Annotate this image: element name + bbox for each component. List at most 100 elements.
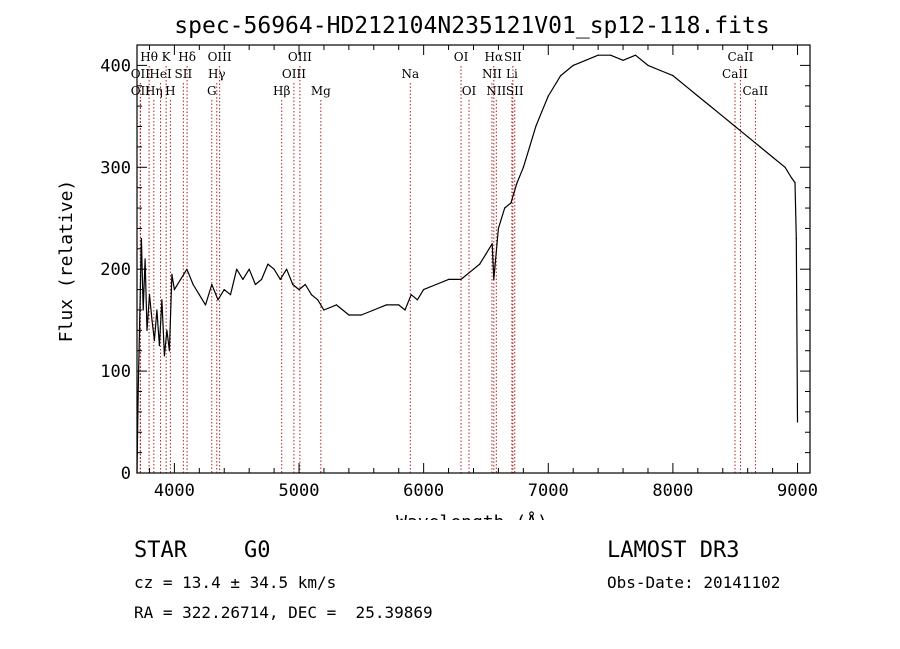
flux-point-50 (416, 299, 418, 301)
flux-point-9 (153, 339, 155, 342)
flux-point-37 (298, 289, 300, 291)
line-marker-label-26: CaII (728, 50, 754, 64)
survey-name: LAMOST DR3 (607, 538, 740, 563)
line-marker-label-1: OII (131, 67, 151, 81)
flux-point-38 (304, 283, 306, 286)
line-marker-label-25: CaII (722, 67, 748, 81)
flux-point-86 (772, 156, 774, 158)
line-marker-label-0: Hθ (140, 50, 158, 64)
flux-point-51 (423, 289, 425, 291)
flux-point-41 (323, 309, 325, 311)
flux-point-77 (659, 69, 662, 72)
chart-title: spec-56964-HD212104N235121V01_sp12-118.f… (174, 13, 769, 39)
line-marker-label-8: Hδ (178, 50, 196, 64)
flux-point-61 (504, 207, 506, 209)
spectrum-chart: spec-56964-HD212104N235121V01_sp12-118.f… (56, 13, 818, 520)
line-marker-label-15: Mg (311, 84, 331, 98)
flux-point-87 (784, 166, 786, 168)
observation-date: Obs-Date: 20141102 (607, 573, 781, 592)
line-marker-label-7: SII (175, 67, 193, 81)
flux-point-21 (198, 294, 200, 296)
flux-point-78 (672, 75, 674, 77)
flux-point-71 (585, 59, 587, 61)
flux-point-91 (796, 421, 799, 423)
flux-point-15 (168, 350, 170, 352)
flux-point-65 (529, 146, 531, 148)
flux-series-0 (136, 54, 799, 474)
y-axis-label: Flux (relative) (56, 180, 77, 343)
flux-point-36 (292, 283, 294, 286)
line-marker-label-6: H (165, 84, 175, 98)
line-marker-label-20: Hα (485, 50, 504, 64)
x-axis-label: Wavelength (Å) (396, 511, 548, 520)
y-tick-label-2: 200 (100, 260, 131, 280)
line-marker-label-14: OIII (288, 50, 312, 64)
x-tick-label-0: 4000 (154, 481, 195, 501)
flux-point-5 (144, 258, 146, 260)
line-marker-label-23: SII (504, 50, 522, 64)
flux-point-27 (236, 268, 238, 270)
flux-point-19 (186, 268, 188, 270)
flux-point-60 (497, 227, 499, 229)
ra-dec-coordinates: RA = 322.26714, DEC = 25.39869 (134, 603, 433, 622)
line-marker-label-3: Hη (145, 84, 163, 98)
flux-point-4 (142, 309, 144, 311)
flux-point-70 (572, 64, 574, 66)
y-tick-label-4: 400 (100, 56, 131, 76)
flux-point-56 (479, 263, 481, 265)
flux-point-29 (248, 268, 250, 270)
flux-point-44 (360, 314, 362, 316)
object-class: STAR (134, 538, 187, 563)
flux-point-17 (173, 289, 175, 291)
flux-point-40 (317, 299, 319, 301)
flux-point-80 (697, 95, 699, 97)
flux-point-89 (794, 182, 796, 184)
y-tick-label-1: 100 (100, 362, 131, 382)
flux-point-73 (610, 54, 612, 56)
x-tick-label-4: 8000 (652, 481, 693, 501)
line-marker-label-16: Na (401, 67, 419, 81)
x-tick-label-5: 9000 (777, 481, 818, 501)
line-marker-label-2: OII (131, 84, 151, 98)
flux-point-10 (156, 309, 158, 311)
flux-point-84 (747, 136, 749, 138)
x-tick-label-2: 6000 (403, 481, 444, 501)
x-tick-label-3: 7000 (528, 481, 569, 501)
flux-point-25 (223, 289, 225, 291)
flux-point-24 (217, 299, 219, 301)
line-marker-label-19: NII (482, 67, 502, 81)
flux-point-66 (535, 125, 537, 128)
flux-point-43 (348, 314, 350, 316)
flux-point-46 (385, 304, 387, 306)
flux-point-20 (192, 283, 194, 286)
flux-point-57 (485, 253, 487, 255)
flux-point-58 (491, 243, 493, 245)
flux-point-14 (166, 329, 168, 331)
line-marker-label-5: K (162, 50, 172, 64)
object-subclass: G0 (244, 538, 271, 563)
flux-point-11 (158, 345, 160, 347)
line-marker-label-18: OI (462, 84, 477, 98)
flux-point-85 (759, 146, 761, 148)
flux-point-28 (242, 278, 244, 280)
flux-point-72 (597, 54, 599, 56)
flux-point-26 (229, 294, 232, 296)
line-marker-label-4: HeI (149, 67, 172, 81)
flux-point-47 (398, 304, 400, 306)
line-marker-label-17: OI (454, 50, 469, 64)
flux-point-83 (734, 125, 736, 128)
flux-point-35 (286, 268, 288, 270)
flux-point-59 (493, 278, 495, 280)
flux-point-31 (261, 278, 263, 280)
line-marker-label-27: CaII (742, 84, 768, 98)
line-marker-label-24: SII (506, 84, 524, 98)
flux-point-79 (684, 85, 687, 87)
flux-point-39 (310, 294, 313, 296)
flux-point-13 (163, 355, 165, 357)
flux-point-53 (448, 278, 450, 280)
flux-point-64 (522, 166, 525, 168)
redshift-cz: cz = 13.4 ± 34.5 km/s (134, 573, 337, 592)
flux-point-6 (146, 329, 148, 331)
flux-point-7 (148, 294, 151, 296)
flux-point-42 (335, 304, 337, 306)
